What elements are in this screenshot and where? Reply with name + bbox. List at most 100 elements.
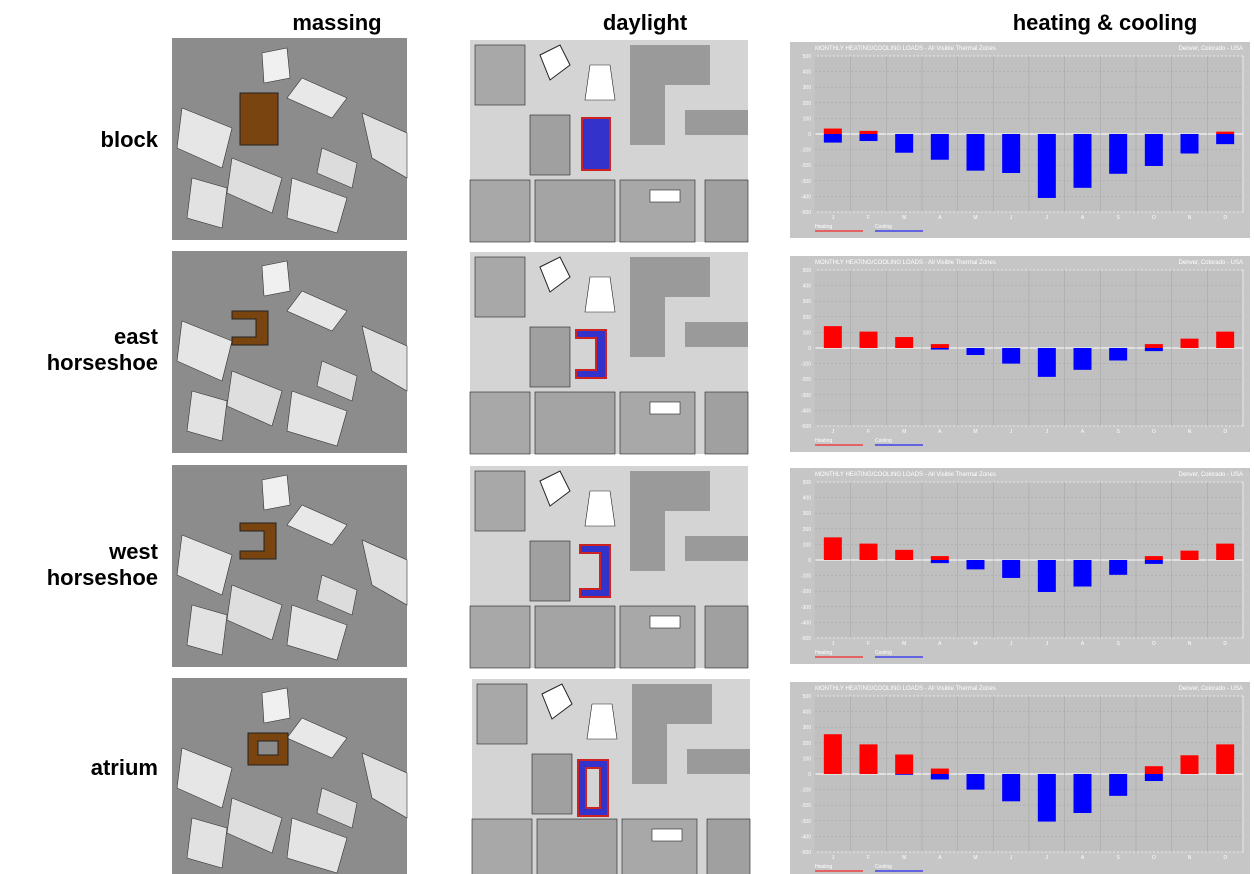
y-tick-label: 0 — [808, 772, 811, 778]
figure: massingdaylightheating & coolingblockeas… — [0, 0, 1254, 874]
y-tick-label: 300 — [803, 85, 812, 91]
bar — [1109, 348, 1127, 360]
y-tick-label: 0 — [808, 132, 811, 138]
legend-label: Cooling — [875, 438, 892, 444]
chart-subtitle: Denver, Colorado - USA — [1179, 46, 1243, 52]
x-tick-label: F — [867, 429, 870, 435]
bar — [931, 774, 949, 779]
row-label: east — [114, 324, 159, 349]
bar — [1145, 344, 1163, 348]
x-tick-label: M — [902, 429, 906, 435]
chart-title: MONTHLY HEATING/COOLING LOADS - All Visi… — [815, 260, 996, 266]
bar — [1002, 560, 1020, 578]
bar — [1038, 134, 1056, 198]
y-tick-label: 500 — [803, 54, 812, 60]
bar — [824, 326, 842, 348]
bar — [860, 744, 878, 774]
y-tick-label: -300 — [801, 819, 811, 825]
legend-label: Heating — [815, 438, 832, 444]
x-tick-label: D — [1223, 855, 1227, 861]
bar — [895, 550, 913, 560]
x-tick-label: M — [973, 641, 977, 647]
load-chart: MONTHLY HEATING/COOLING LOADS - All Visi… — [790, 256, 1250, 452]
bar — [1216, 132, 1234, 134]
bar — [1109, 774, 1127, 796]
legend-label: Cooling — [875, 224, 892, 230]
y-tick-label: 200 — [803, 315, 812, 321]
y-tick-label: 400 — [803, 496, 812, 502]
row-label: horseshoe — [47, 350, 158, 375]
bar — [860, 544, 878, 560]
bar — [1109, 134, 1127, 174]
chart-title: MONTHLY HEATING/COOLING LOADS - All Visi… — [815, 472, 996, 478]
bar — [1002, 134, 1020, 173]
x-tick-label: N — [1188, 641, 1192, 647]
chart-title: MONTHLY HEATING/COOLING LOADS - All Visi… — [815, 46, 996, 52]
row-label: west — [108, 539, 159, 564]
x-tick-label: O — [1152, 641, 1156, 647]
row-label: horseshoe — [47, 565, 158, 590]
y-tick-label: -100 — [801, 362, 811, 368]
y-tick-label: 300 — [803, 299, 812, 305]
y-tick-label: -300 — [801, 605, 811, 611]
bar — [1145, 560, 1163, 564]
x-tick-label: D — [1223, 641, 1227, 647]
legend-label: Heating — [815, 650, 832, 656]
bar — [1145, 348, 1163, 351]
chart-title: MONTHLY HEATING/COOLING LOADS - All Visi… — [815, 686, 996, 692]
x-tick-label: O — [1152, 855, 1156, 861]
bar — [931, 556, 949, 560]
column-header: heating & cooling — [1013, 10, 1198, 35]
bar — [1216, 544, 1234, 560]
bar — [895, 774, 913, 775]
y-tick-label: -300 — [801, 179, 811, 185]
bar — [1181, 339, 1199, 348]
bar — [967, 348, 985, 355]
bar — [1074, 774, 1092, 813]
bar — [931, 134, 949, 160]
bar — [1181, 755, 1199, 774]
row-label: atrium — [91, 755, 158, 780]
y-tick-label: 100 — [803, 756, 812, 762]
bar — [1216, 332, 1234, 348]
bar — [824, 537, 842, 560]
load-chart: MONTHLY HEATING/COOLING LOADS - All Visi… — [790, 468, 1250, 664]
bar — [931, 560, 949, 563]
bar — [895, 755, 913, 775]
bar — [824, 129, 842, 134]
bar — [967, 774, 985, 790]
y-tick-label: -400 — [801, 834, 811, 840]
y-tick-label: -500 — [801, 850, 811, 856]
bar — [1216, 134, 1234, 144]
x-tick-label: N — [1188, 215, 1192, 221]
bar — [967, 560, 985, 569]
bar — [1074, 134, 1092, 188]
bar — [967, 134, 985, 171]
x-tick-label: F — [867, 641, 870, 647]
bar — [824, 734, 842, 774]
chart-subtitle: Denver, Colorado - USA — [1179, 472, 1243, 478]
x-tick-label: D — [1223, 215, 1227, 221]
x-tick-label: O — [1152, 215, 1156, 221]
y-tick-label: -500 — [801, 636, 811, 642]
legend-label: Cooling — [875, 650, 892, 656]
bar — [1038, 774, 1056, 822]
bar — [895, 337, 913, 348]
legend-label: Cooling — [875, 864, 892, 870]
bar — [895, 134, 913, 153]
x-tick-label: M — [973, 215, 977, 221]
y-tick-label: 400 — [803, 284, 812, 290]
y-tick-label: 0 — [808, 558, 811, 564]
y-tick-label: 300 — [803, 511, 812, 517]
massing-images — [172, 38, 407, 874]
y-tick-label: 500 — [803, 694, 812, 700]
load-chart: MONTHLY HEATING/COOLING LOADS - All Visi… — [790, 42, 1250, 238]
bar — [1145, 134, 1163, 166]
bar — [931, 769, 949, 774]
bar — [824, 134, 842, 143]
chart-subtitle: Denver, Colorado - USA — [1179, 686, 1243, 692]
y-tick-label: -100 — [801, 788, 811, 794]
y-tick-label: -200 — [801, 589, 811, 595]
x-tick-label: M — [973, 855, 977, 861]
y-tick-label: 300 — [803, 725, 812, 731]
